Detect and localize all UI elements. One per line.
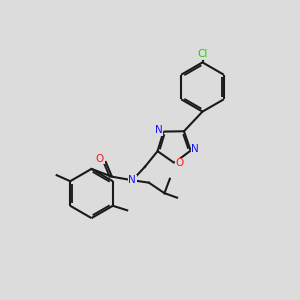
Text: N: N	[191, 144, 199, 154]
Text: N: N	[155, 125, 163, 135]
Text: Cl: Cl	[197, 49, 208, 59]
Text: O: O	[96, 154, 104, 164]
Text: N: N	[128, 175, 136, 185]
Text: O: O	[176, 158, 184, 169]
